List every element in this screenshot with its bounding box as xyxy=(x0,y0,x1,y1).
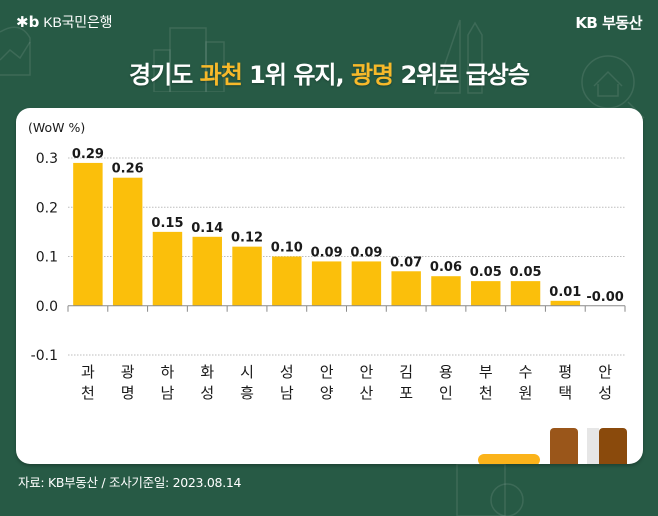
bar xyxy=(232,246,262,306)
background-ruler-pencil-icon xyxy=(433,19,483,94)
category-label: 안 xyxy=(598,363,612,381)
category-label: 수 xyxy=(519,363,533,381)
value-label: 0.10 xyxy=(271,241,303,256)
category-label: 화 xyxy=(200,363,214,381)
category-label: 천 xyxy=(81,384,95,402)
value-label: 0.01 xyxy=(549,285,581,300)
y-tick-label: -0.1 xyxy=(31,348,58,364)
category-label: 안 xyxy=(320,363,334,381)
bars xyxy=(73,162,581,306)
bar xyxy=(272,256,302,306)
decorative-pencil-shape xyxy=(478,454,540,464)
value-label: 0.15 xyxy=(151,216,183,231)
category-label: 시 xyxy=(240,363,254,381)
value-label: 0.14 xyxy=(191,221,223,236)
category-label: 인 xyxy=(439,384,453,402)
value-label: 0.09 xyxy=(311,245,343,260)
title-part: 경기도 xyxy=(129,61,200,89)
category-label: 산 xyxy=(359,384,373,402)
title-highlight-gwacheon: 과천 xyxy=(199,61,243,89)
value-label: -0.00 xyxy=(586,290,623,305)
bank-name: KB국민은행 xyxy=(43,14,113,30)
source-note: 자료: KB부동산 / 조사기준일: 2023.08.14 xyxy=(18,475,242,490)
background-chart-doodle-icon xyxy=(0,26,31,76)
value-label: 0.05 xyxy=(509,265,541,280)
value-labels: 0.29 0.26 0.15 0.14 0.12 0.10 0.09 0.09 0.07 0.06… xyxy=(72,147,624,305)
y-tick-label: 0.1 xyxy=(36,250,58,266)
background-building-icon xyxy=(153,27,225,92)
bar xyxy=(471,281,501,306)
category-label: 남 xyxy=(280,384,294,402)
decorative-book-shape xyxy=(599,428,627,464)
category-label: 용 xyxy=(439,363,453,381)
category-label: 원 xyxy=(519,384,533,402)
category-label: 포 xyxy=(399,384,413,402)
bar-chart: (WoW %) 0.3 0.2 0.1 0.0 -0.1 0.29 0.26 0.15 0.1… xyxy=(28,120,627,464)
background-calculator-icon xyxy=(456,464,524,516)
decorative-book-shape xyxy=(550,428,578,464)
bar xyxy=(351,261,382,306)
category-label: 평 xyxy=(558,363,572,381)
category-label: 남 xyxy=(161,384,175,402)
kb-kookmin-bank-logo: ✱b KB국민은행 xyxy=(16,12,113,32)
value-label: 0.05 xyxy=(470,265,502,280)
bar xyxy=(112,177,143,306)
bar xyxy=(311,261,342,306)
value-label: 0.09 xyxy=(350,245,382,260)
category-label: 부 xyxy=(479,363,493,381)
category-label: 성 xyxy=(598,384,612,402)
category-label: 성 xyxy=(200,384,214,402)
category-label: 택 xyxy=(558,384,572,402)
kb-real-estate-brand: KB 부동산 xyxy=(575,14,642,32)
title-highlight-gwangmyeong: 광명 xyxy=(350,61,394,89)
decorative-book-spine-shape xyxy=(587,428,599,464)
category-label: 과 xyxy=(81,363,95,381)
kb-star-logo-icon: ✱b xyxy=(16,13,40,31)
y-axis-unit-label: (WoW %) xyxy=(28,120,85,135)
bar xyxy=(510,281,541,306)
title-part: 2위로 급상승 xyxy=(393,61,529,89)
value-label: 0.07 xyxy=(390,255,422,270)
bar xyxy=(550,300,581,306)
bar xyxy=(73,162,103,306)
bar xyxy=(152,231,183,306)
bar xyxy=(391,271,421,306)
grid-lines xyxy=(68,157,625,356)
category-label: 김 xyxy=(399,363,413,381)
title-part: 1위 유지, xyxy=(241,61,351,89)
category-label: 흥 xyxy=(240,384,254,402)
x-axis xyxy=(67,305,626,312)
y-tick-label: 0.0 xyxy=(36,299,58,315)
category-label: 천 xyxy=(479,384,493,402)
bar xyxy=(192,236,222,306)
value-label: 0.12 xyxy=(231,231,263,246)
category-label: 성 xyxy=(280,363,294,381)
category-label: 하 xyxy=(161,363,175,381)
value-label: 0.29 xyxy=(72,147,104,162)
chart-card: (WoW %) 0.3 0.2 0.1 0.0 -0.1 0.29 0.26 0.15 0.1… xyxy=(16,108,643,464)
category-label: 안 xyxy=(359,363,373,381)
value-label: 0.06 xyxy=(430,260,462,275)
value-label: 0.26 xyxy=(112,162,144,177)
page-title: 경기도 과천 1위 유지, 광명 2위로 급상승 xyxy=(0,55,658,90)
category-label: 광 xyxy=(121,363,135,381)
y-tick-labels: 0.3 0.2 0.1 0.0 -0.1 xyxy=(31,151,58,364)
y-tick-label: 0.3 xyxy=(36,151,58,167)
bar xyxy=(431,276,461,306)
y-tick-label: 0.2 xyxy=(36,200,58,216)
category-label: 명 xyxy=(121,384,135,402)
category-label: 양 xyxy=(320,384,334,402)
